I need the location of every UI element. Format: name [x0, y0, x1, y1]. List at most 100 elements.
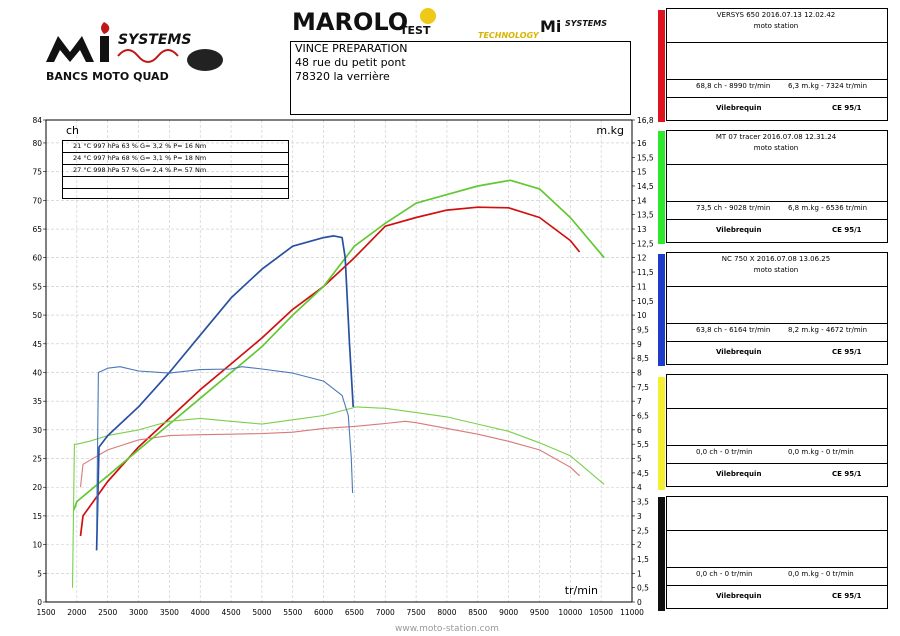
y-left-tick-label: 0 — [37, 598, 42, 607]
y-right-tick-label: 9,5 — [637, 325, 649, 334]
svg-text:Mi: Mi — [540, 17, 561, 36]
panel-subtitle: moto station — [753, 22, 799, 30]
y-left-tick-label: 84 — [32, 116, 42, 125]
panel-norm: CE 95/1 — [832, 104, 862, 112]
conditions-row — [63, 177, 288, 189]
y-right-tick-label: 7 — [637, 397, 642, 406]
y-right-tick-label: 6,5 — [637, 412, 649, 421]
mi-systems-logo: SYSTEMS BANCS MOTO QUAD — [46, 22, 223, 83]
y-right-tick-label: 4,5 — [637, 469, 649, 478]
x-tick-label: 4000 — [191, 608, 210, 617]
y-right-tick-label: 0,5 — [637, 584, 649, 593]
logo-subtitle: BANCS MOTO QUAD — [46, 70, 169, 83]
panel-torque-max: 6,3 m.kg - 7324 tr/min — [788, 82, 868, 90]
panel-header-box — [666, 496, 888, 531]
marolo-test-logo: MAROLO TEST TECHNOLOGY Mi SYSTEMS — [292, 8, 607, 40]
panel-measure-label: Vilebrequin — [716, 470, 762, 478]
y-left-tick-label: 60 — [32, 254, 42, 263]
y-right-tick-label: 12 — [637, 254, 647, 263]
x-tick-label: 3000 — [129, 608, 148, 617]
panel-footer-box — [666, 341, 888, 365]
y-right-tick-label: 2,5 — [637, 526, 649, 535]
panel-color-bar — [658, 254, 665, 366]
y-right-tick-label: 6 — [637, 426, 642, 435]
plot-frame — [45, 119, 633, 603]
y-right-tick-label: 10,5 — [637, 297, 654, 306]
series-line-torque — [71, 406, 605, 588]
y-right-unit: m.kg — [596, 124, 624, 137]
y-left-tick-label: 25 — [32, 455, 42, 464]
panel-header-box — [666, 252, 888, 287]
panel-torque-max: 8,2 m.kg - 4672 tr/min — [788, 326, 868, 334]
y-left-tick-label: 20 — [32, 483, 42, 492]
series-line-power — [95, 235, 355, 551]
x-tick-label: 6000 — [314, 608, 333, 617]
x-tick-label: 2000 — [67, 608, 86, 617]
y-left-tick-label: 55 — [32, 282, 42, 291]
panel-norm: CE 95/1 — [832, 470, 862, 478]
x-tick-label: 9000 — [499, 608, 518, 617]
watermark: www.moto-station.com — [395, 624, 499, 634]
x-unit: tr/min — [565, 584, 598, 597]
marolo-brand: MAROLO — [292, 8, 408, 36]
address-line-2: 48 rue du petit pont — [295, 56, 406, 69]
panel-footer-box — [666, 219, 888, 243]
x-tick-label: 1500 — [36, 608, 55, 617]
panel-footer-box — [666, 463, 888, 487]
y-right-tick-label: 15,5 — [637, 153, 654, 162]
x-tick-label: 8500 — [468, 608, 487, 617]
series-line-torque — [79, 420, 580, 488]
panel-measure-label: Vilebrequin — [716, 592, 762, 600]
y-right-tick-label: 14 — [637, 196, 647, 205]
x-tick-label: 11000 — [620, 608, 644, 617]
x-tick-label: 4500 — [222, 608, 241, 617]
systems-text: SYSTEMS — [565, 19, 607, 28]
address-line-3: 78320 la verrière — [295, 70, 390, 83]
panel-title: MT 07 tracer 2016.07.08 12.31.24 — [715, 133, 837, 141]
panel-torque-max: 6,8 m.kg - 6536 tr/min — [788, 204, 868, 212]
panel-middle-box — [666, 530, 888, 568]
panel-torque-max: 0,0 m.kg - 0 tr/min — [788, 448, 854, 456]
y-right-tick-label: 4 — [637, 483, 642, 492]
panel-power-max: 63,8 ch - 6164 tr/min — [696, 326, 771, 334]
y-right-tick-label: 13,5 — [637, 211, 654, 220]
y-right-tick-label: 16 — [637, 139, 647, 148]
y-right-tick-label: 11,5 — [637, 268, 654, 277]
conditions-row: 24 °C 997 hPa 68 % G= 3,1 % P= 18 Nm — [63, 153, 288, 165]
panel-color-bar — [658, 131, 665, 244]
y-left-tick-label: 30 — [32, 426, 42, 435]
panel-power-max: 0,0 ch - 0 tr/min — [696, 570, 753, 578]
y-right-tick-label: 5 — [637, 455, 642, 464]
panel-power-max: 73,5 ch - 9028 tr/min — [696, 204, 771, 212]
x-tick-label: 7500 — [407, 608, 426, 617]
conditions-row: 27 °C 998 hPa 57 % G= 2,4 % P= 57 Nm — [63, 165, 288, 177]
y-right-tick-label: 14,5 — [637, 182, 654, 191]
y-left-tick-label: 10 — [32, 541, 42, 550]
x-tick-label: 10500 — [589, 608, 613, 617]
panel-title: VERSYS 650 2016.07.13 12.02.42 — [716, 11, 836, 19]
y-right-tick-label: 1,5 — [637, 555, 649, 564]
panel-measure-label: Vilebrequin — [716, 226, 762, 234]
panel-footer-box — [666, 97, 888, 121]
panel-measure-label: Vilebrequin — [716, 104, 762, 112]
y-right-tick-label: 11 — [637, 282, 647, 291]
logo-systems-text: SYSTEMS — [118, 32, 191, 48]
panel-torque-max: 0,0 m.kg - 0 tr/min — [788, 570, 854, 578]
x-tick-label: 8000 — [437, 608, 456, 617]
panel-header-box — [666, 130, 888, 165]
panel-color-bar — [658, 10, 665, 122]
panel-norm: CE 95/1 — [832, 592, 862, 600]
panel-measure-label: Vilebrequin — [716, 348, 762, 356]
y-right-tick-label: 8 — [637, 368, 642, 377]
conditions-row — [63, 189, 288, 200]
y-left-tick-label: 50 — [32, 311, 42, 320]
conditions-row: 21 °C 997 hPa 63 % G= 3,2 % P= 16 Nm — [63, 141, 288, 153]
panel-power-max: 68,8 ch - 8990 tr/min — [696, 82, 771, 90]
panel-color-bar — [658, 377, 665, 490]
y-right-tick-label: 7,5 — [637, 383, 649, 392]
x-tick-label: 6500 — [345, 608, 364, 617]
y-left-tick-label: 70 — [32, 196, 42, 205]
panel-norm: CE 95/1 — [832, 348, 862, 356]
address-box: VINCE PREPARATION 48 rue du petit pont 7… — [290, 41, 631, 115]
y-right-tick-label: 2 — [637, 541, 642, 550]
